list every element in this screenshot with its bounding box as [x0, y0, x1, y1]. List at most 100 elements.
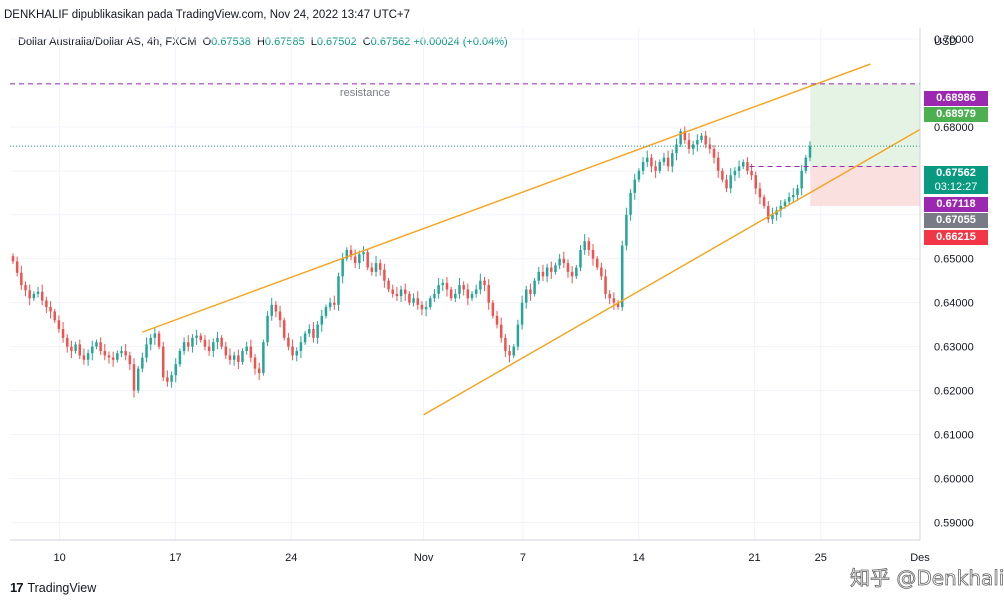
candle-body — [608, 294, 611, 298]
candle-body — [141, 358, 144, 369]
candle-body — [83, 355, 86, 359]
time-tick-label: 17 — [169, 552, 181, 564]
candle-body — [24, 285, 27, 290]
candle-body — [650, 158, 653, 167]
candle-body — [112, 358, 115, 360]
candle-body — [304, 333, 307, 342]
time-tick-label: 25 — [815, 552, 827, 564]
candle-body — [717, 158, 720, 171]
candle-body — [371, 268, 374, 272]
candle-body — [337, 276, 340, 305]
candle-body — [279, 311, 282, 320]
candle-body — [500, 325, 503, 338]
tradingview-brand: TradingView — [27, 581, 96, 595]
candle-body — [575, 268, 578, 277]
candle-body — [521, 303, 524, 325]
candle-body — [74, 344, 77, 351]
candle-body — [341, 259, 344, 277]
candle-body — [220, 338, 223, 347]
candle-body — [366, 252, 369, 267]
candle-body — [99, 342, 102, 351]
candle-body — [788, 197, 791, 201]
candle-body — [567, 263, 570, 272]
price-label-p4: 0.67055 — [924, 213, 988, 228]
candle-body — [95, 342, 98, 346]
candle-body — [66, 338, 69, 347]
candle-body — [479, 281, 482, 290]
candle-body — [654, 166, 657, 170]
price-tick-label: 0.62000 — [934, 386, 974, 398]
candle-body — [266, 316, 269, 342]
price-label-p2: 0.68979 — [924, 107, 988, 122]
candle-body — [250, 347, 253, 358]
candle-body — [692, 144, 695, 148]
price-tick-label: 0.63000 — [934, 342, 974, 354]
candle-body — [429, 298, 432, 307]
candle-body — [713, 149, 716, 158]
price-tick-label: 0.70000 — [934, 34, 974, 46]
candle-body — [633, 180, 636, 193]
candle-body — [667, 158, 670, 167]
candle-body — [16, 261, 19, 272]
candle-body — [792, 195, 795, 197]
candle-body — [204, 340, 207, 347]
profit-zone — [810, 84, 920, 167]
time-tick-label: 24 — [285, 552, 297, 564]
candle-body — [387, 281, 390, 290]
candle-body — [254, 358, 257, 369]
candle-body — [229, 355, 232, 359]
candle-body — [671, 153, 674, 166]
candle-body — [796, 188, 799, 195]
candle-body — [663, 158, 666, 162]
candle-body — [358, 254, 361, 263]
candle-body — [233, 355, 236, 359]
candle-body — [225, 347, 228, 356]
candle-body — [129, 355, 132, 364]
candle-body — [375, 263, 378, 272]
price-label-p1: 0.68986 — [924, 91, 988, 106]
candle-body — [275, 305, 278, 312]
candle-body — [659, 162, 662, 171]
candle-body — [162, 347, 165, 378]
tradingview-logo[interactable]: 17 TradingView — [10, 580, 96, 595]
candle-body — [308, 329, 311, 333]
candle-body — [709, 144, 712, 148]
candle-body — [721, 171, 724, 180]
candle-body — [462, 285, 465, 289]
candle-body — [471, 294, 474, 298]
price-tick-label: 0.61000 — [934, 430, 974, 442]
candle-body — [258, 369, 261, 373]
candle-body — [41, 292, 44, 301]
candle-body — [104, 351, 107, 355]
candle-body — [533, 281, 536, 294]
candle-body — [642, 162, 645, 171]
candle-body — [613, 298, 616, 302]
candle-body — [525, 289, 528, 302]
candle-body — [483, 281, 486, 285]
candle-body — [454, 294, 457, 298]
candle-body — [12, 256, 15, 261]
candle-body — [70, 347, 73, 351]
candle-body — [237, 355, 240, 362]
price-tick-label: 0.60000 — [934, 473, 974, 485]
candle-body — [425, 307, 428, 309]
channel-upper-line — [142, 64, 870, 332]
candle-body — [458, 285, 461, 294]
watermark: 知乎 @Denkhalif — [850, 562, 1004, 591]
price-label-p5: 0.66215 — [924, 230, 988, 245]
price-tick-label: 0.59000 — [934, 517, 974, 529]
candle-body — [704, 136, 707, 145]
candle-body — [750, 171, 753, 175]
candle-body — [800, 171, 803, 189]
candle-body — [183, 342, 186, 351]
candle-body — [191, 338, 194, 347]
candle-body — [546, 268, 549, 277]
candle-body — [809, 146, 812, 158]
candle-body — [433, 294, 436, 298]
candle-body — [487, 285, 490, 303]
candle-body — [417, 298, 420, 305]
candle-body — [383, 270, 386, 281]
candle-body — [28, 290, 31, 298]
candle-body — [362, 252, 365, 254]
